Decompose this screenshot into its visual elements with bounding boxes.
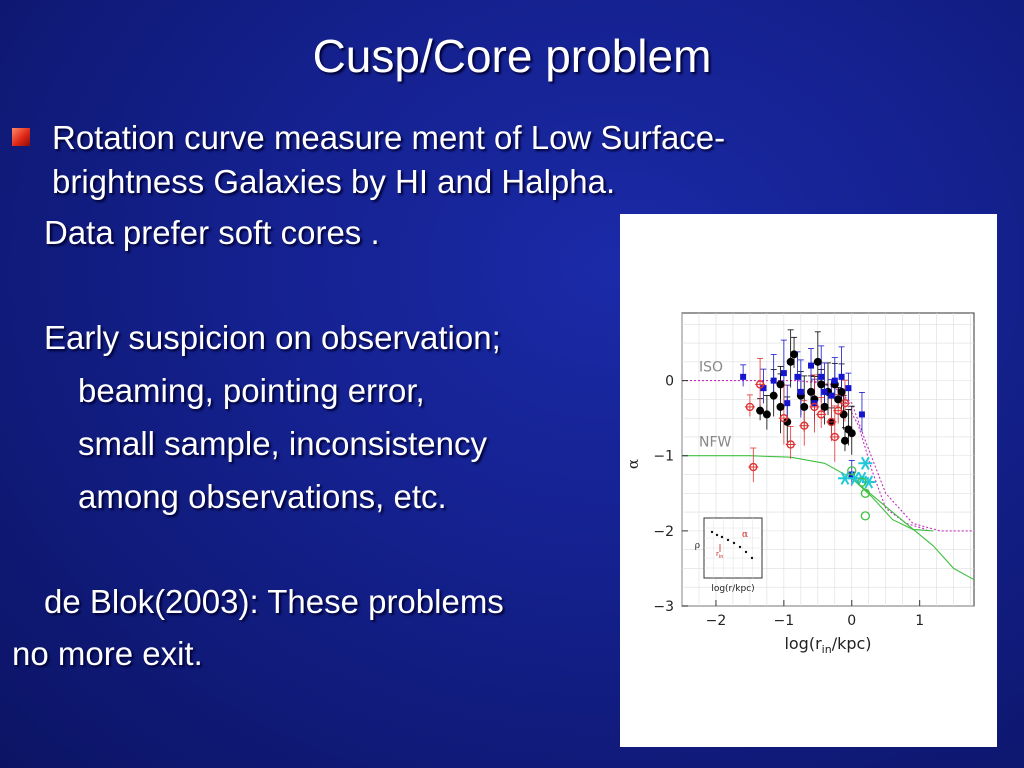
- y-tick-label: 0: [665, 374, 674, 390]
- x-axis-label-sub: in: [822, 643, 832, 656]
- black-point: [834, 395, 843, 404]
- deblok-text-1: de Blok(2003): These problems: [44, 583, 504, 620]
- x-axis-label-main: log(r: [784, 634, 822, 653]
- black-point: [847, 429, 856, 438]
- blue-point: [828, 392, 835, 399]
- cyan-point: [860, 456, 870, 470]
- inset-point: [720, 535, 724, 539]
- axis-ticks: −2 −1 0 1 0 −1 −2 −3: [653, 374, 924, 629]
- iso-curve: [682, 380, 974, 532]
- black-point: [769, 391, 778, 400]
- inset-plot: ρ α rin log(r/kpc): [695, 517, 763, 594]
- inset-point: [744, 550, 748, 554]
- black-point: [790, 350, 799, 359]
- inset-point: [726, 538, 730, 542]
- inset-x-label: log(r/kpc): [711, 584, 754, 594]
- data-prefer-text: Data prefer soft cores .: [44, 214, 380, 251]
- inset-point: [750, 556, 754, 560]
- blue-point: [794, 373, 801, 380]
- rotation-curve-chart: −2 −1 0 10−1−2−3 ISO NFW α log(rin/kpc) ρ α…: [624, 312, 975, 656]
- y-tick-label: −2: [653, 524, 674, 540]
- reason-text-3: among observations, etc.: [78, 478, 447, 515]
- nfw-curve: [851, 477, 934, 532]
- inset-r-sub: in: [719, 554, 724, 560]
- blue-point: [845, 385, 852, 392]
- green-point: [847, 466, 857, 476]
- bullet-icon: [12, 128, 30, 146]
- black-point: [840, 436, 849, 445]
- black-point: [776, 380, 785, 389]
- blue-point: [780, 370, 787, 377]
- blue-point: [770, 377, 777, 384]
- inset-point: [710, 530, 714, 534]
- blue-point: [858, 411, 865, 418]
- reason-text-2: small sample, inconsistency: [78, 425, 487, 462]
- x-tick-label: −2: [706, 613, 727, 629]
- blue-point: [760, 385, 767, 392]
- black-point: [817, 380, 826, 389]
- blue-point: [831, 377, 838, 384]
- annotation-nfw: NFW: [699, 435, 732, 451]
- blue-point: [818, 373, 825, 380]
- green-point: [860, 511, 870, 521]
- reason-text-1: beaming, pointing error,: [78, 372, 425, 409]
- inset-y-label: ρ: [695, 541, 700, 551]
- black-point: [756, 406, 765, 415]
- cyan-point: [864, 475, 874, 489]
- x-tick-label: 1: [915, 613, 924, 629]
- green-point: [857, 477, 867, 487]
- black-point: [813, 357, 822, 366]
- blue-point: [808, 362, 815, 369]
- black-point: [776, 402, 785, 411]
- black-point: [783, 417, 792, 426]
- blue-point: [838, 373, 845, 380]
- blue-point: [797, 388, 804, 395]
- inset-points: [710, 530, 754, 560]
- inset-point: [732, 541, 736, 545]
- deblok-text-2: no more exit.: [12, 635, 203, 672]
- black-point: [762, 410, 771, 419]
- annotation-iso: ISO: [699, 360, 723, 376]
- x-axis-label-end: /kpc): [832, 634, 872, 653]
- data-points: [740, 350, 876, 521]
- figure-panel: −2 −1 0 1 0 −1 −2 −3 ISO NFW α log(rin/kpc) ρ α…: [620, 214, 997, 747]
- inset-point: [715, 533, 719, 537]
- green-point: [860, 488, 870, 498]
- blue-point: [784, 400, 791, 407]
- blue-point: [821, 388, 828, 395]
- inset-r-main: r: [716, 550, 719, 558]
- black-point: [800, 402, 809, 411]
- bullet-text-line-1: Rotation curve measure ment of Low Surfa…: [52, 119, 726, 156]
- slide-title: Cusp/Core problem: [312, 30, 712, 82]
- y-tick-label: −1: [653, 449, 674, 465]
- black-point: [807, 387, 816, 396]
- black-point: [786, 357, 795, 366]
- x-axis-label: log(rin/kpc): [784, 634, 871, 656]
- x-tick-label: 0: [847, 613, 856, 629]
- y-axis-label: α: [624, 459, 642, 469]
- inset-alpha-label: α: [742, 530, 748, 540]
- cyan-point: [840, 471, 850, 485]
- bullet-text-line-2: brightness Galaxies by HI and Halpha.: [52, 163, 616, 200]
- inset-r-label: rin: [716, 550, 723, 560]
- inset-grid: [704, 518, 762, 578]
- black-point: [837, 387, 846, 396]
- x-tick-label: −1: [774, 613, 795, 629]
- suspicion-text: Early suspicion on observation;: [44, 319, 501, 356]
- inset-point: [738, 545, 742, 549]
- y-tick-label: −3: [653, 599, 674, 615]
- black-point: [820, 402, 829, 411]
- blue-point: [740, 373, 747, 380]
